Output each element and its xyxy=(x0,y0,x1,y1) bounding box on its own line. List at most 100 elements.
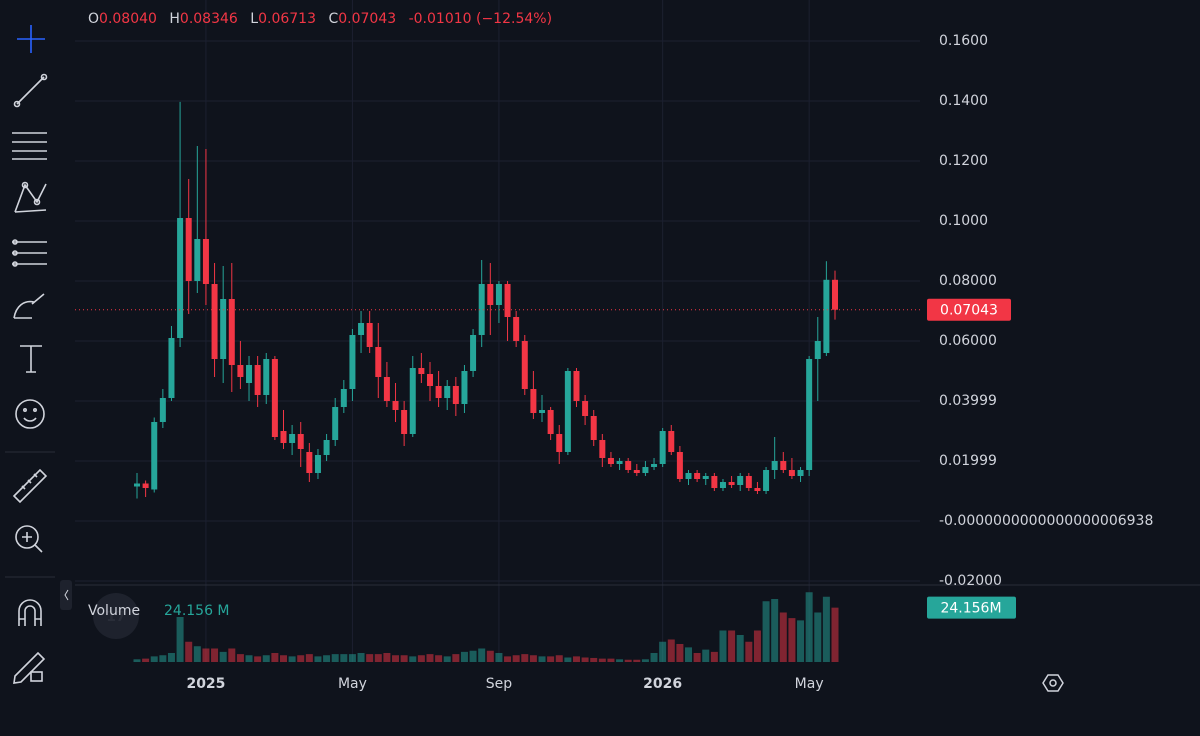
volume-bar xyxy=(271,653,279,662)
volume-bar xyxy=(460,651,468,662)
candle-body xyxy=(202,239,209,284)
fib-tool[interactable] xyxy=(12,132,47,160)
volume-tag xyxy=(927,596,1016,619)
candle-body xyxy=(435,386,442,398)
volume-bar xyxy=(728,630,736,662)
svg-text:17: 17 xyxy=(106,609,125,625)
candle-body xyxy=(547,410,554,434)
volume-bar xyxy=(616,659,624,662)
candle-body xyxy=(306,452,313,473)
volume-bar xyxy=(452,654,460,662)
zoom-tool[interactable] xyxy=(15,525,43,553)
x-tick-label: 2025 xyxy=(186,676,225,692)
volume-bar xyxy=(659,641,667,662)
low-value: 0.06713 xyxy=(258,11,316,27)
candle-body xyxy=(607,458,614,464)
volume-bar xyxy=(159,655,167,662)
candle-body xyxy=(788,470,795,476)
candle-body xyxy=(151,422,158,490)
candle-body xyxy=(754,488,761,491)
candle-body xyxy=(814,341,821,359)
volume-bar xyxy=(469,650,477,662)
candle-body xyxy=(409,368,416,434)
collapse-button[interactable] xyxy=(60,580,72,610)
candle-body xyxy=(763,470,770,491)
volume-bar xyxy=(504,656,512,662)
candle-body xyxy=(745,476,752,488)
candle-body xyxy=(280,431,287,443)
lock-tool[interactable] xyxy=(13,651,46,684)
candle-body xyxy=(556,434,563,452)
volume-bar xyxy=(805,592,813,662)
crosshair-tool[interactable] xyxy=(17,25,45,53)
volume-bar xyxy=(486,650,494,662)
y-tick-label: 0.03999 xyxy=(939,393,997,409)
candle-body xyxy=(452,386,459,404)
magnet-tool[interactable] xyxy=(18,599,42,626)
candle-body xyxy=(263,359,270,395)
low-key: L xyxy=(250,11,258,27)
candle-body xyxy=(271,359,278,437)
volume-bar xyxy=(814,612,822,662)
volume-tag-label: 24.156M xyxy=(940,601,1001,617)
projection-tool[interactable] xyxy=(12,239,47,267)
last-price-label: 0.07043 xyxy=(940,303,998,319)
candle-body xyxy=(642,467,649,473)
volume-bar xyxy=(762,601,770,662)
volume-bar xyxy=(245,655,253,662)
y-tick-label: -0.02000 xyxy=(939,573,1002,589)
volume-bar xyxy=(400,655,408,662)
volume-bar xyxy=(228,648,236,662)
candle-body xyxy=(289,434,296,443)
pattern-tool[interactable] xyxy=(14,181,47,213)
volume-bar xyxy=(236,654,244,662)
candle-body xyxy=(719,482,726,488)
candle-body xyxy=(832,279,838,310)
volume-bar xyxy=(581,657,589,662)
volume-bar xyxy=(211,648,219,662)
candle-body xyxy=(539,410,546,413)
volume-bar xyxy=(538,656,546,662)
ruler-tool[interactable] xyxy=(12,468,48,504)
line-tool[interactable] xyxy=(13,73,48,108)
candle-body xyxy=(487,284,494,305)
volume-bar xyxy=(719,630,727,662)
volume-bar xyxy=(598,658,606,662)
volume-bar xyxy=(185,641,193,662)
volume-bar xyxy=(797,620,805,662)
volume-bar xyxy=(219,651,227,662)
volume-bar xyxy=(667,639,675,662)
volume-bar xyxy=(331,654,339,662)
candle-body xyxy=(237,365,244,377)
candle-body xyxy=(314,455,321,473)
volume-bar xyxy=(779,612,787,662)
volume-bar xyxy=(547,656,555,662)
volume-bar xyxy=(633,659,641,662)
candle-body xyxy=(495,284,502,305)
candle-body xyxy=(470,335,477,371)
x-tick-label: 2026 xyxy=(643,676,682,692)
candle-body xyxy=(349,335,356,389)
brush-tool[interactable] xyxy=(13,293,45,319)
candle-body xyxy=(823,279,830,353)
emoji-tool[interactable] xyxy=(15,399,45,429)
candle-body xyxy=(737,476,744,485)
volume-bar xyxy=(521,654,529,662)
candle-body xyxy=(297,434,304,449)
volume-bar xyxy=(572,656,580,662)
candle-body xyxy=(418,368,425,374)
high-key: H xyxy=(169,11,180,27)
y-tick-label: -0.0000000000000000006938 xyxy=(939,513,1153,529)
candle-body xyxy=(676,452,683,479)
y-tick-label: 0.1200 xyxy=(939,153,988,169)
candle-body xyxy=(426,374,433,386)
volume-bar xyxy=(753,630,761,662)
candle-body xyxy=(159,398,166,422)
text-tool[interactable] xyxy=(20,345,42,373)
candle-body xyxy=(177,218,184,338)
volume-bar xyxy=(435,655,443,662)
settings-button[interactable] xyxy=(1042,674,1064,692)
candle-body xyxy=(582,401,589,416)
volume-bar xyxy=(564,657,572,662)
